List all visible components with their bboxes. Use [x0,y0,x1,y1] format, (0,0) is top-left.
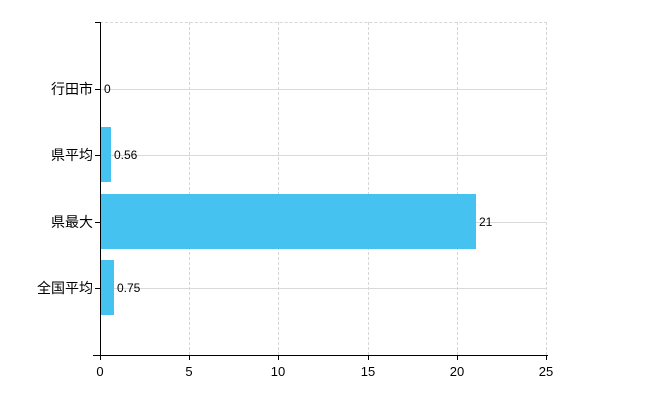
gridline-horizontal [101,89,547,90]
x-tick-label: 0 [96,364,104,379]
bar[interactable] [101,194,476,249]
x-tick-label: 15 [360,364,376,379]
y-axis-tick [95,222,100,223]
x-axis-tick [546,355,547,360]
bar-value-label: 21 [479,215,493,229]
gridline-vertical [368,22,369,355]
gridline-vertical [546,22,547,355]
gridline-horizontal [101,155,547,156]
bar-value-label: 0.75 [117,281,141,295]
category-label: 県平均 [51,147,93,163]
y-axis-tick [95,89,100,90]
gridline-vertical [278,22,279,355]
x-axis-tick [100,355,101,360]
category-label: 全国平均 [37,280,93,296]
bar-value-label: 0.56 [114,148,138,162]
bar-value-label: 0 [104,82,111,96]
y-axis-line [100,22,101,355]
category-label: 県最大 [51,214,93,230]
x-tick-label: 20 [449,364,465,379]
x-tick-label: 10 [270,364,286,379]
y-axis-tick [95,155,100,156]
y-axis-tick [95,22,100,23]
bar[interactable] [101,260,114,315]
x-axis-line [93,355,548,356]
x-axis-tick [368,355,369,360]
gridline-vertical [189,22,190,355]
gridline-vertical [457,22,458,355]
y-axis-tick [95,288,100,289]
x-axis-tick [278,355,279,360]
x-tick-label: 5 [185,364,193,379]
category-label: 行田市 [51,81,93,97]
x-axis-tick [189,355,190,360]
x-tick-label: 25 [538,364,554,379]
bar[interactable] [101,127,111,182]
x-axis-tick [457,355,458,360]
gridline-horizontal [101,288,547,289]
plot-top-border [100,22,547,23]
